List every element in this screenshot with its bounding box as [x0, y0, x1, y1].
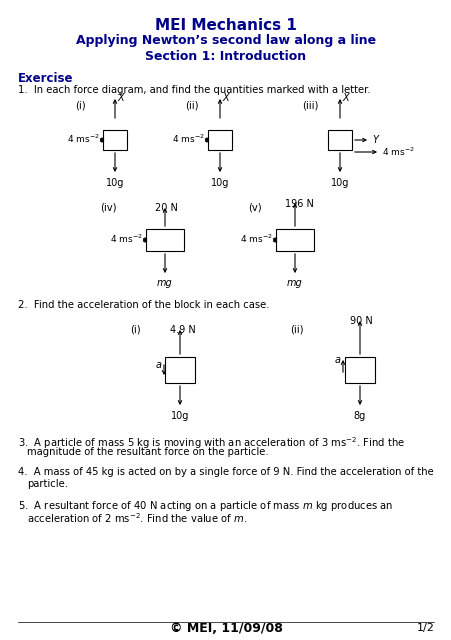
Text: mg: mg: [157, 278, 172, 288]
Text: 5.  A resultant force of 40 N acting on a particle of mass $m$ kg produces an: 5. A resultant force of 40 N acting on a…: [18, 499, 392, 513]
Text: particle.: particle.: [27, 479, 68, 489]
Text: Exercise: Exercise: [18, 72, 74, 85]
Text: MEI Mechanics 1: MEI Mechanics 1: [155, 18, 296, 33]
Text: 4 ms$^{-2}$: 4 ms$^{-2}$: [110, 233, 143, 245]
Text: 4 ms$^{-2}$: 4 ms$^{-2}$: [381, 146, 414, 158]
Text: X: X: [341, 93, 348, 103]
Text: mg: mg: [286, 278, 302, 288]
Text: Section 1: Introduction: Section 1: Introduction: [145, 50, 306, 63]
Text: 10g: 10g: [330, 178, 349, 188]
Text: 4.9 N: 4.9 N: [170, 325, 195, 335]
Text: (iv): (iv): [100, 203, 116, 213]
Text: (i): (i): [130, 325, 140, 335]
Text: magnitude of the resultant force on the particle.: magnitude of the resultant force on the …: [27, 447, 268, 457]
Text: 2.  Find the acceleration of the block in each case.: 2. Find the acceleration of the block in…: [18, 300, 269, 310]
Text: 1/2: 1/2: [416, 623, 434, 633]
Text: (v): (v): [248, 203, 261, 213]
Text: 90 N: 90 N: [349, 316, 372, 326]
Text: 10g: 10g: [106, 178, 124, 188]
Bar: [327, 130, 351, 150]
Text: 20 N: 20 N: [155, 203, 178, 213]
Bar: [146, 229, 184, 251]
Text: 3.  A particle of mass 5 kg is moving with an acceleration of 3 ms$^{-2}$. Find : 3. A particle of mass 5 kg is moving wit…: [18, 435, 404, 451]
Text: 4 ms$^{-2}$: 4 ms$^{-2}$: [172, 133, 205, 145]
Text: (ii): (ii): [184, 100, 198, 110]
Text: 1.  In each force diagram, and find the quantities marked with a letter.: 1. In each force diagram, and find the q…: [18, 85, 370, 95]
Text: 10g: 10g: [210, 178, 229, 188]
Bar: [103, 130, 127, 150]
Text: 196 N: 196 N: [285, 199, 313, 209]
Text: 8g: 8g: [353, 411, 365, 421]
Text: (i): (i): [75, 100, 85, 110]
Bar: [344, 357, 374, 383]
Text: a: a: [334, 355, 340, 365]
Text: 4 ms$^{-2}$: 4 ms$^{-2}$: [239, 233, 272, 245]
Bar: [207, 130, 231, 150]
Text: 10g: 10g: [170, 411, 189, 421]
Text: © MEI, 11/09/08: © MEI, 11/09/08: [169, 621, 282, 634]
Bar: [276, 229, 313, 251]
Bar: [165, 357, 194, 383]
Text: 4.  A mass of 45 kg is acted on by a single force of 9 N. Find the acceleration : 4. A mass of 45 kg is acted on by a sing…: [18, 467, 433, 477]
Text: X: X: [221, 93, 228, 103]
Text: 4 ms$^{-2}$: 4 ms$^{-2}$: [67, 133, 100, 145]
Text: (iii): (iii): [301, 100, 318, 110]
Text: Applying Newton’s second law along a line: Applying Newton’s second law along a lin…: [76, 34, 375, 47]
Text: X: X: [117, 93, 124, 103]
Text: acceleration of 2 ms$^{-2}$. Find the value of $m$.: acceleration of 2 ms$^{-2}$. Find the va…: [27, 511, 247, 525]
Text: Y: Y: [371, 135, 377, 145]
Text: (ii): (ii): [290, 325, 303, 335]
Text: a: a: [156, 360, 161, 370]
